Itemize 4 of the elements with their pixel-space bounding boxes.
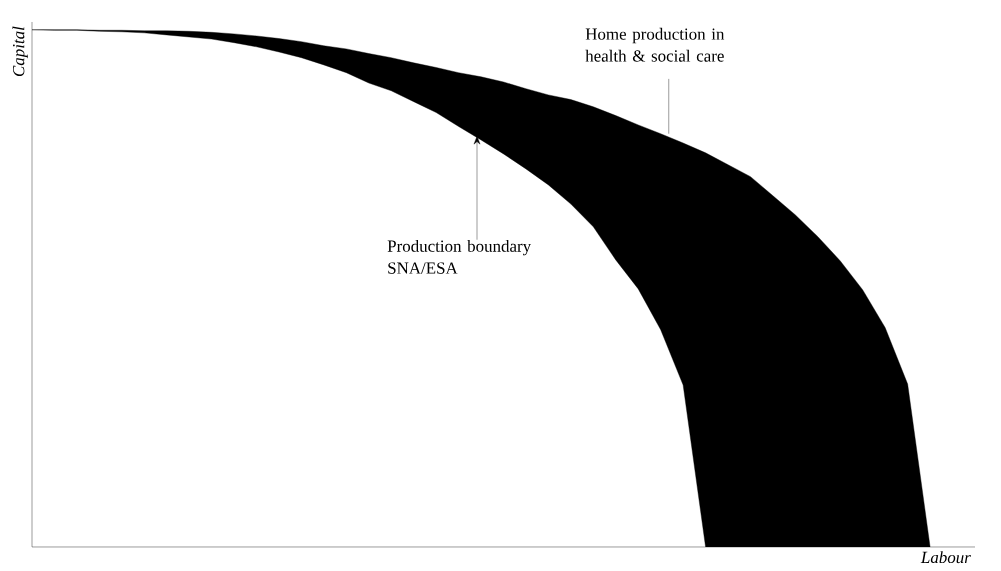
y-axis-title: Capital <box>12 26 28 77</box>
x-axis-title: Labour <box>920 551 971 564</box>
annotation: Production boundary SNA/ESA <box>387 239 532 274</box>
annotation: Home production in health & social care <box>585 27 725 62</box>
